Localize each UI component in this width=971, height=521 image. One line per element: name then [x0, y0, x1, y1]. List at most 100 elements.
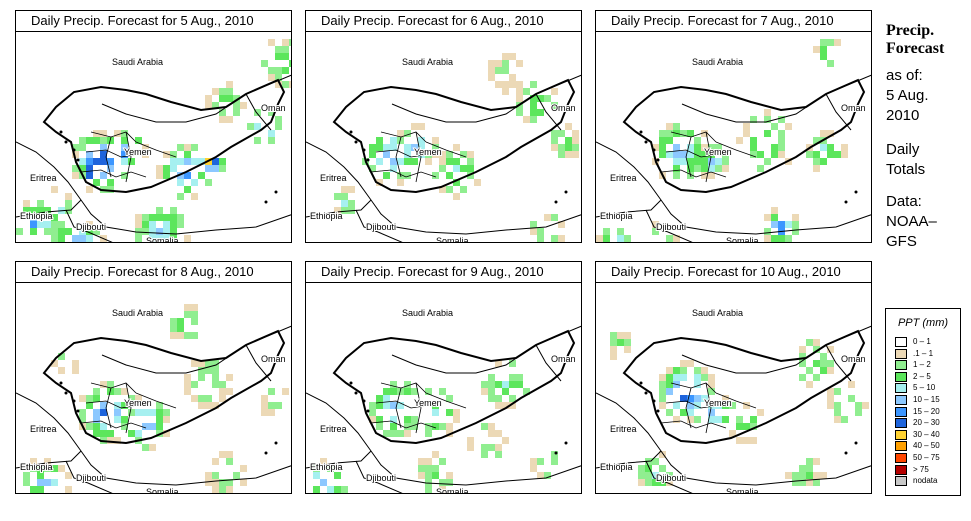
country-label-somalia: Somalia [146, 236, 179, 243]
country-label-ethiopia: Ethiopia [310, 211, 343, 221]
island-dot [564, 441, 568, 445]
island-dot [72, 399, 76, 403]
country-label-yemen: Yemen [704, 147, 732, 157]
legend-row: 10 – 15 [895, 395, 959, 406]
country-label-somalia: Somalia [436, 487, 469, 494]
island-dot [59, 130, 63, 134]
country-label-saudi-arabia: Saudi Arabia [112, 57, 163, 67]
governorate-line [685, 387, 692, 429]
country-label-saudi-arabia: Saudi Arabia [402, 308, 453, 318]
legend-row: 0 – 1 [895, 337, 959, 348]
governorate-line [380, 131, 427, 143]
yemen-outline [622, 78, 866, 194]
island-dot [844, 451, 848, 455]
precip-cells [596, 39, 848, 242]
legend-label: 5 – 10 [913, 383, 936, 393]
panel-title: Daily Precip. Forecast for 8 Aug., 2010 [15, 261, 292, 282]
legend-label: 15 – 20 [913, 406, 940, 416]
legend-row: 5 – 10 [895, 383, 959, 394]
precip-map: Saudi Arabia Oman Yemen Eritrea Ethiopia Djib… [15, 282, 292, 494]
island-dot [349, 381, 353, 385]
country-label-eritrea: Eritrea [320, 173, 347, 183]
governorate-line [705, 382, 712, 434]
island-dot [639, 381, 643, 385]
country-label-somalia: Somalia [726, 487, 759, 494]
island-dot [64, 391, 68, 395]
governorate-line [395, 136, 402, 178]
map-canvas: Saudi Arabia Oman Yemen Eritrea Ethiopia Djib… [306, 307, 581, 494]
country-label-eritrea: Eritrea [320, 424, 347, 434]
legend-row: 2 – 5 [895, 371, 959, 383]
governorate-line [425, 392, 467, 409]
totals-line1: Daily [886, 141, 920, 158]
oman-saudi-border [825, 74, 871, 95]
legend-swatch [895, 371, 907, 382]
djibouti-border [645, 209, 669, 233]
oman-border [535, 93, 562, 131]
country-label-eritrea: Eritrea [610, 173, 637, 183]
yemen-outline [42, 78, 286, 194]
legend-swatch [895, 383, 907, 394]
precip-cells [610, 332, 869, 486]
island-dot [64, 140, 68, 144]
legend-swatch [895, 337, 907, 347]
legend-label: 30 – 40 [913, 429, 940, 439]
island-dot [652, 148, 656, 152]
governorate-line [415, 382, 422, 434]
governorate-line [670, 382, 717, 394]
governorate-line [125, 382, 132, 434]
legend-row: 1 – 2 [895, 360, 959, 371]
country-label-yemen: Yemen [414, 398, 442, 408]
island-dot [362, 399, 366, 403]
yemen-outline [332, 78, 576, 194]
country-label-oman: Oman [551, 103, 576, 113]
oman-saudi-border [245, 325, 291, 346]
country-label-yemen: Yemen [414, 147, 442, 157]
island-dot [844, 200, 848, 204]
legend-swatch [895, 348, 907, 359]
country-label-ethiopia: Ethiopia [600, 211, 633, 221]
somalia-border [667, 231, 693, 242]
somalia-border [377, 482, 403, 493]
forecast-panel-aug-8: Daily Precip. Forecast for 8 Aug., 2010 … [15, 261, 292, 494]
country-label-saudi-arabia: Saudi Arabia [402, 57, 453, 67]
island-dot [59, 381, 63, 385]
forecast-panel-aug-7: Daily Precip. Forecast for 7 Aug., 2010 … [595, 10, 872, 243]
forecast-panel-aug-5: Daily Precip. Forecast for 5 Aug., 2010 … [15, 10, 292, 243]
island-dot [644, 140, 648, 144]
yemen-outline [332, 329, 576, 445]
legend-label: 20 – 30 [913, 418, 940, 428]
yemen-outline [622, 329, 866, 445]
map-canvas: Saudi Arabia Oman Yemen Eritrea Ethiopia Djib… [16, 304, 291, 494]
precip-map: Saudi Arabia Oman Yemen Eritrea Ethiopia Djib… [595, 282, 872, 494]
panel-title: Daily Precip. Forecast for 10 Aug., 2010 [595, 261, 872, 282]
island-dot [76, 409, 80, 413]
totals-line2: Totals [886, 161, 926, 178]
governorate-line [105, 136, 112, 178]
island-dot [274, 441, 278, 445]
asof-line3: 2010 [886, 107, 920, 124]
legend-swatch [895, 429, 907, 440]
legend-label: > 75 [913, 464, 929, 474]
legend-swatch [895, 453, 907, 463]
country-label-djibouti: Djibouti [366, 222, 396, 232]
island-dot [554, 451, 558, 455]
oman-saudi-border [825, 325, 871, 346]
ethiopia-border [596, 199, 662, 218]
precip-cells [16, 39, 291, 242]
legend-label: .1 – 1 [913, 348, 934, 358]
ethiopia-border [16, 450, 82, 469]
legend-swatch [895, 360, 907, 371]
country-label-somalia: Somalia [146, 487, 179, 494]
legend-swatch [895, 476, 907, 487]
country-borders [596, 325, 871, 493]
saudi-yemen-border [391, 344, 537, 374]
forecast-panel-aug-6: Daily Precip. Forecast for 6 Aug., 2010 … [305, 10, 582, 243]
country-label-oman: Oman [841, 354, 866, 364]
governorate-line [415, 131, 422, 183]
governorate-line [660, 169, 727, 178]
island-dot [264, 200, 268, 204]
forecast-panel-aug-9: Daily Precip. Forecast for 9 Aug., 2010 … [305, 261, 582, 494]
governorate-line [125, 131, 132, 183]
data-line2: NOAA– [886, 213, 937, 230]
